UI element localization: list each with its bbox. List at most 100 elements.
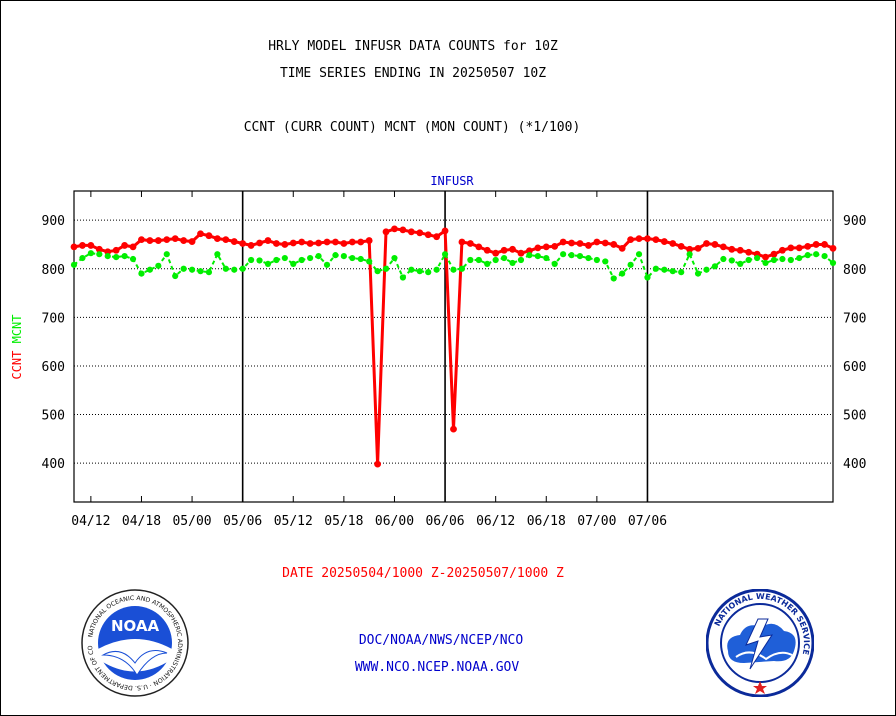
ccnt-point [289,239,297,247]
ccnt-point [686,245,694,253]
ccnt-point [298,238,306,246]
ccnt-point [247,242,255,249]
mcnt-point [661,266,668,273]
ccnt-point [719,243,727,251]
mcnt-point [391,254,398,262]
mcnt-point [366,258,373,265]
mcnt-point [652,265,660,272]
ccnt-point [635,235,643,243]
x-tick-label: 05/06 [223,514,262,529]
mcnt-point [737,260,744,267]
mcnt-point [467,256,474,264]
ccnt-point [610,241,618,248]
mcnt-point [779,255,786,263]
mcnt-point [121,253,128,260]
mcnt-point [307,254,314,262]
title-line-1: HRLY MODEL INFUSR DATA COUNTS for 10Z [268,39,558,54]
mcnt-point [813,251,820,258]
mcnt-point [745,256,752,264]
ccnt-point [568,239,575,247]
x-tick-label: 06/00 [375,514,414,529]
footer-link-doc[interactable]: DOC/NOAA/NWS/NCEP/NCO [358,633,524,648]
ccnt-point [222,236,230,243]
mcnt-point [332,252,339,259]
ccnt-point [205,232,213,240]
noaa-logo: NOAA NATIONAL OCEANIC AND ATMOSPHERIC AD… [78,584,189,697]
x-tick-label: 07/00 [577,514,616,529]
mcnt-point [96,251,103,258]
mcnt-point [349,254,356,262]
mcnt-point [635,251,643,258]
mcnt-point [829,259,837,267]
ccnt-point [256,239,263,247]
mcnt-point [787,256,794,264]
mcnt-point [686,251,693,258]
mcnt-point [711,263,719,270]
ccnt-point [585,242,592,249]
ccnt-point [281,241,289,248]
ccnt-point [736,246,744,254]
ccnt-point [601,239,609,247]
mcnt-point [720,255,727,263]
ccnt-point [87,242,95,249]
mcnt-point [644,274,651,281]
mcnt-point [678,269,685,276]
mcnt-point [188,266,196,273]
ccnt-point [660,238,668,245]
x-tick-label: 04/12 [71,514,110,529]
ccnt-point [500,246,508,254]
mcnt-point [382,265,390,272]
ccnt-point [711,241,719,248]
mcnt-point [509,259,516,267]
mcnt-point [273,256,280,264]
star-icon [753,681,767,694]
mcnt-point [728,257,735,264]
ccnt-point [154,237,162,244]
ccnt-point [593,238,601,246]
footer-link-web[interactable]: WWW.NCO.NCEP.NOAA.GOV [354,660,520,675]
ccnt-point [315,239,322,247]
ccnt-point [795,244,803,252]
ccnt-point [332,238,339,246]
ccnt-point [79,242,86,249]
ccnt-point [576,240,584,247]
ccnt-point [652,236,660,243]
mcnt-point [138,270,145,277]
ccnt-point [821,241,828,248]
ccnt-point [399,226,407,234]
ccnt-point [180,237,188,244]
ccnt-point [306,240,314,247]
mcnt-point [399,274,406,281]
ccnt-point [441,227,449,235]
ccnt-point [551,242,559,250]
mcnt-point [501,254,508,262]
ccnt-point [70,243,78,251]
grid-layer [74,191,833,502]
x-tick-label: 06/06 [425,514,464,529]
ccnt-point [407,228,415,236]
y-tick-label-left: 600 [42,360,65,375]
mcnt-point [264,260,272,267]
ccnt-point [509,245,516,253]
mcnt-point [197,268,204,275]
mcnt-point [560,251,567,258]
x-tick-label: 05/12 [274,514,313,529]
mcnt-series-line [73,251,834,280]
ccnt-point [534,244,542,252]
ccnt-point [466,240,474,247]
ccnt-point [526,247,533,255]
ccnt-point [273,240,280,247]
x-tick-label: 05/00 [172,514,211,529]
y-tick-label-right: 900 [843,214,866,229]
title-line-2: TIME SERIES ENDING IN 20250507 10Z [279,66,547,81]
ccnt-point [391,225,398,233]
ccnt-point [171,235,179,243]
label-layer: 400 400 500 500 600 600 700 700 800 800 900 900 04/1… [10,174,866,529]
ccnt-point [163,236,171,243]
mcnt-point [129,255,137,263]
mcnt-point [543,254,550,262]
y-tick-label-left: 800 [42,263,65,278]
ccnt-point [703,240,710,247]
ccnt-point [433,233,441,241]
